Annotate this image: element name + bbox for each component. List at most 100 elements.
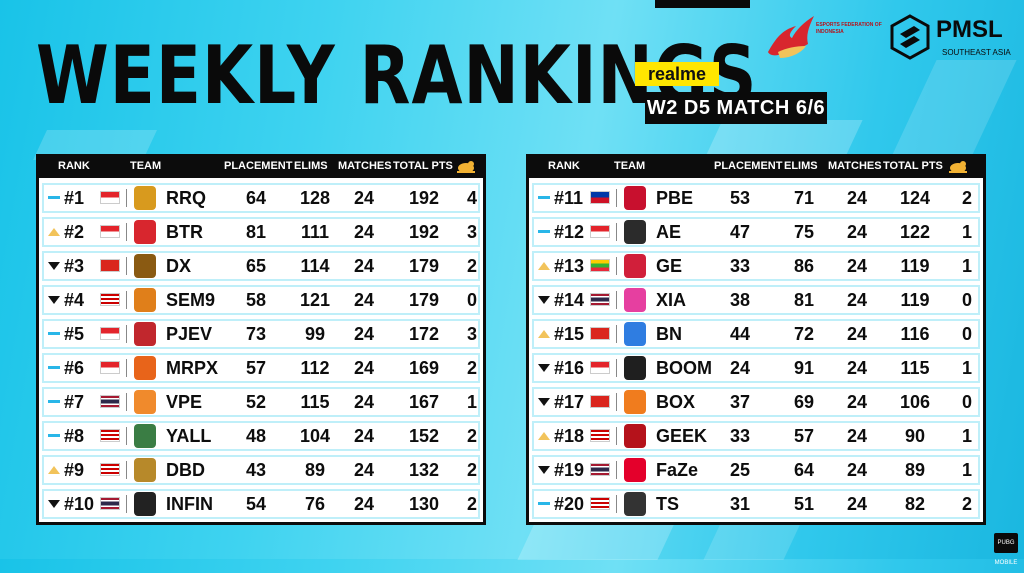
rank-cell: #13 — [554, 256, 585, 276]
total-pts-cell: 89 — [904, 460, 926, 480]
placement-cell: 33 — [729, 256, 751, 276]
divider — [126, 325, 127, 343]
placement-cell: 73 — [245, 324, 267, 344]
divider — [126, 495, 127, 513]
rank-cell: #11 — [554, 188, 584, 208]
wins-cell: 2 — [961, 494, 972, 514]
trend-same-icon — [48, 196, 60, 199]
team-logo-icon — [624, 288, 646, 312]
matches-cell: 24 — [353, 426, 375, 446]
col-elims: ELIMS — [294, 160, 328, 172]
table-header: RANK TEAM PLACEMENT ELIMS MATCHES TOTAL … — [36, 154, 486, 178]
matches-cell: 24 — [846, 392, 868, 412]
sponsor-badge: realme — [635, 62, 719, 86]
team-name-cell: TS — [656, 494, 680, 514]
trend-same-icon — [48, 400, 60, 403]
country-flag-icon — [100, 429, 120, 442]
team-logo-icon — [134, 458, 156, 482]
elims-cell: 115 — [300, 392, 330, 412]
team-logo-icon — [134, 186, 156, 210]
total-pts-cell: 179 — [408, 256, 440, 276]
team-name-cell: FaZe — [656, 460, 699, 480]
team-logo-icon — [624, 356, 646, 380]
team-name-cell: XIA — [656, 290, 687, 310]
total-pts-cell: 169 — [408, 358, 440, 378]
team-logo-icon — [134, 390, 156, 414]
team-logo-icon — [134, 424, 156, 448]
league-logo: PMSL SOUTHEAST ASIA — [890, 14, 1015, 66]
table-row: #6 MRPX 57 112 24 169 2 — [42, 353, 480, 383]
rank-cell: #17 — [554, 392, 585, 412]
matches-cell: 24 — [353, 358, 375, 378]
table-header: RANK TEAM PLACEMENT ELIMS MATCHES TOTAL … — [526, 154, 986, 178]
placement-cell: 48 — [245, 426, 267, 446]
country-flag-icon — [100, 395, 120, 408]
trend-same-icon — [538, 502, 550, 505]
total-pts-cell: 179 — [408, 290, 440, 310]
matches-cell: 24 — [846, 256, 868, 276]
table-row: #10 INFIN 54 76 24 130 2 — [42, 489, 480, 519]
matches-cell: 24 — [846, 494, 868, 514]
divider — [616, 223, 617, 241]
elims-cell: 99 — [304, 324, 326, 344]
table-row: #17 BOX 37 69 24 106 0 — [532, 387, 980, 417]
matches-cell: 24 — [353, 392, 375, 412]
team-name-cell: PBE — [656, 188, 694, 208]
country-flag-icon — [590, 429, 610, 442]
total-pts-cell: 119 — [900, 290, 930, 310]
team-logo-icon — [134, 254, 156, 278]
total-pts-cell: 172 — [408, 324, 440, 344]
country-flag-icon — [590, 497, 610, 510]
elims-cell: 51 — [793, 494, 815, 514]
col-matches: MATCHES — [338, 160, 392, 172]
wins-cell: 0 — [466, 290, 477, 310]
eagle-icon — [768, 16, 814, 58]
table-row: #14 XIA 38 81 24 119 0 — [532, 285, 980, 315]
placement-cell: 31 — [729, 494, 751, 514]
wins-cell: 1 — [961, 222, 972, 242]
rank-cell: #16 — [554, 358, 585, 378]
elims-cell: 57 — [793, 426, 815, 446]
team-logo-icon — [624, 390, 646, 414]
trend-same-icon — [538, 196, 550, 199]
elims-cell: 89 — [304, 460, 326, 480]
col-team: TEAM — [614, 160, 646, 172]
country-flag-icon — [590, 191, 610, 204]
col-matches: MATCHES — [828, 160, 882, 172]
total-pts-cell: 130 — [408, 494, 440, 514]
team-logo-icon — [134, 220, 156, 244]
country-flag-icon — [590, 259, 610, 272]
divider — [126, 257, 127, 275]
matches-cell: 24 — [353, 324, 375, 344]
country-flag-icon — [100, 361, 120, 374]
country-flag-icon — [100, 225, 120, 238]
elims-cell: 112 — [300, 358, 330, 378]
table-body: #1 RRQ 64 128 24 192 4 #2 BTR 81 111 24 192 3 #3 DX 65 11… — [36, 178, 486, 525]
table-row: #4 SEM9 58 121 24 179 0 — [42, 285, 480, 315]
divider — [616, 359, 617, 377]
trend-up-icon — [538, 330, 550, 338]
col-rank: RANK — [548, 160, 580, 172]
divider — [616, 325, 617, 343]
federation-logo: ESPORTS FEDERATION OF INDONESIA — [762, 8, 882, 68]
table-row: #11 PBE 53 71 24 124 2 — [532, 183, 980, 213]
placement-cell: 81 — [245, 222, 267, 242]
wins-cell: 2 — [466, 358, 477, 378]
table-row: #9 DBD 43 89 24 132 2 — [42, 455, 480, 485]
total-pts-cell: 106 — [899, 392, 931, 412]
rank-cell: #7 — [64, 392, 85, 412]
wins-cell: 3 — [466, 324, 477, 344]
table-row: #1 RRQ 64 128 24 192 4 — [42, 183, 480, 213]
table-row: #5 PJEV 73 99 24 172 3 — [42, 319, 480, 349]
placement-cell: 25 — [729, 460, 751, 480]
total-pts-cell: 82 — [904, 494, 926, 514]
elims-cell: 128 — [299, 188, 331, 208]
rank-cell: #6 — [64, 358, 85, 378]
matches-cell: 24 — [353, 188, 375, 208]
wins-cell: 2 — [466, 256, 477, 276]
col-placement: PLACEMENT — [714, 160, 783, 172]
divider — [616, 393, 617, 411]
team-logo-icon — [624, 458, 646, 482]
elims-cell: 72 — [793, 324, 815, 344]
team-name-cell: BN — [656, 324, 682, 344]
